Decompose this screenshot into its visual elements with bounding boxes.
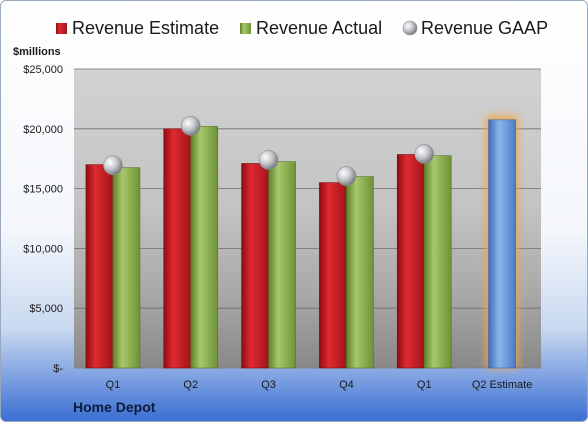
y-tick-label: $10,000 xyxy=(23,243,63,255)
x-tick-label: Q3 xyxy=(261,379,276,391)
marker-revenue-gaap xyxy=(103,155,123,176)
y-tick-label: $15,000 xyxy=(23,184,63,196)
x-tick-label: Q1 xyxy=(106,379,121,391)
legend-swatch-revenue-estimate xyxy=(56,23,67,34)
legend: Revenue Estimate Revenue Actual Revenue … xyxy=(56,18,548,38)
marker-revenue-gaap xyxy=(414,144,435,164)
bar-revenue-actual xyxy=(268,161,296,369)
legend-marker-revenue-gaap xyxy=(402,20,418,36)
y-tick-label: $25,000 xyxy=(23,64,63,76)
y-tick-label: $20,000 xyxy=(23,124,63,136)
x-tick-label: Q4 xyxy=(339,379,354,391)
bar-revenue-estimate xyxy=(319,182,347,369)
y-tick-label: $5,000 xyxy=(29,303,63,315)
legend-label-revenue-actual: Revenue Actual xyxy=(256,18,382,38)
y-axis-ticks: $- $5,000 $10,000 $15,000 $20,000 $25,000 xyxy=(23,64,63,375)
bar-q2-estimate xyxy=(488,119,516,369)
x-tick-label: Q2 Estimate xyxy=(472,379,533,391)
bar-revenue-actual xyxy=(423,155,452,369)
marker-revenue-gaap xyxy=(180,116,201,136)
legend-label-revenue-estimate: Revenue Estimate xyxy=(72,18,219,38)
legend-swatch-revenue-actual xyxy=(240,23,251,34)
bar-revenue-estimate xyxy=(396,154,425,369)
bar-revenue-estimate xyxy=(85,164,114,369)
bar-revenue-actual xyxy=(190,126,219,369)
plot-area xyxy=(74,69,541,368)
unit-label: $millions xyxy=(13,46,61,58)
company-name: Home Depot xyxy=(73,399,156,415)
marker-revenue-gaap xyxy=(258,150,279,170)
x-tick-label: Q2 xyxy=(183,379,198,391)
bars xyxy=(85,115,519,369)
x-axis-ticks: Q1 Q2 Q3 Q4 Q1 Q2 Estimate xyxy=(106,379,533,391)
bar-revenue-actual xyxy=(112,167,141,369)
y-tick-label: $- xyxy=(53,363,63,375)
legend-label-revenue-gaap: Revenue GAAP xyxy=(421,18,548,38)
gridlines xyxy=(74,68,541,369)
bar-revenue-estimate xyxy=(163,128,192,369)
bar-revenue-estimate xyxy=(241,163,269,369)
x-tick-label: Q1 xyxy=(417,379,432,391)
bar-revenue-actual xyxy=(346,176,374,369)
marker-revenue-gaap xyxy=(336,166,357,186)
